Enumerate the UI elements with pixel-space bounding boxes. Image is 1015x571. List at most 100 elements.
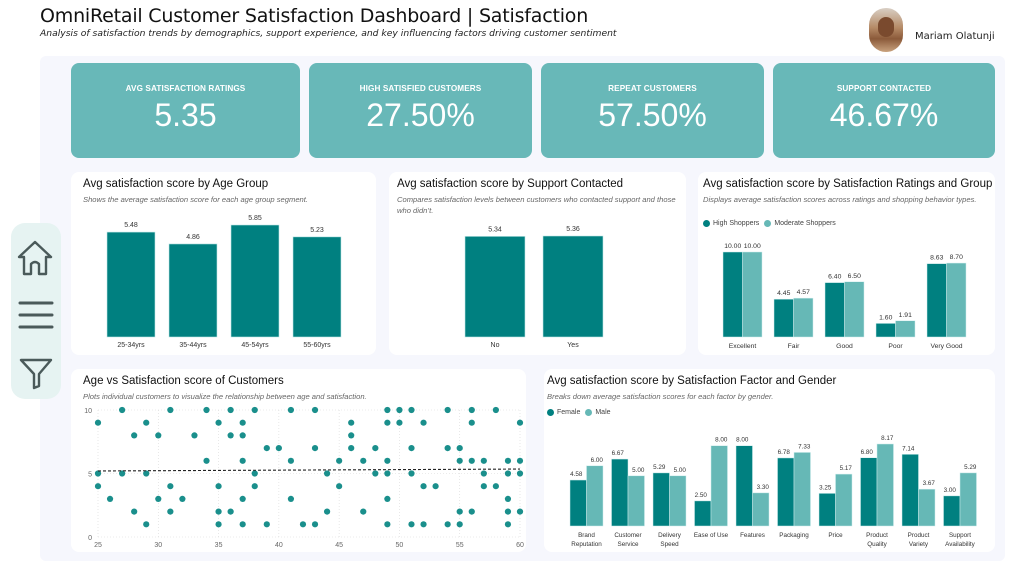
scatter-point [191,432,198,439]
ratings-group-bar-chart: 10.00 10.00 Excellent 4.45 4.57 Fair 6.40 6.50 G… [722,243,967,350]
scatter-point [215,521,222,528]
y-tick-label: 5 [88,472,92,479]
bar-series-1 [611,458,629,527]
scatter-point [239,521,246,528]
scatter-point [131,432,138,439]
data-label: 6.50 [848,273,861,280]
scatter-point [299,521,307,528]
chart-legend: Female Male [547,409,611,416]
scatter-point [348,432,355,439]
data-label: 1.60 [879,314,892,321]
bar-series-2 [586,465,604,527]
scatter-point [468,406,475,414]
scatter-point [504,457,512,464]
bar-series-2 [752,492,770,527]
support-bar-chart: 5.34 No 5.36 Yes [464,226,604,349]
kpi-card-repeat-customers: REPEAT CUSTOMERS 57.50% [541,63,764,158]
x-tick-label: Packaging [779,532,809,539]
scatter-point [468,508,475,515]
legend-label-moderate[interactable]: Moderate Shoppers [774,220,836,227]
data-label: 4.86 [186,234,200,241]
scatter-point [119,470,126,477]
data-label: 10.00 [724,243,741,250]
data-label: 5.36 [566,226,580,233]
scatter-point [456,445,463,452]
bar-series-2 [710,445,728,527]
avatar[interactable] [869,8,903,52]
legend-label-high[interactable]: High Shoppers [713,220,760,227]
scatter-point [239,419,246,426]
legend-label-female[interactable]: Female [557,409,581,416]
scatter-point [131,508,138,515]
legend-marker-high [703,220,710,227]
scatter-point [516,457,524,464]
chart-card-factor-gender: Avg satisfaction score by Satisfaction F… [544,369,995,552]
legend-marker-female [547,409,554,416]
data-label: 6.40 [828,274,841,281]
scatter-point [408,521,415,528]
x-tick-label: 55-60yrs [303,342,331,349]
x-tick-label: 40 [275,542,283,549]
kpi-label: SUPPORT CONTACTED [836,84,932,93]
scatter-point [155,432,162,439]
legend-label-male[interactable]: Male [595,409,611,416]
bar [292,236,342,338]
bar-series-2 [876,443,894,527]
x-tick-label: Good [836,343,853,350]
menu-icon[interactable] [18,299,54,331]
scatter-point [492,406,499,414]
kpi-value: 46.67% [829,97,939,133]
scatter-point [360,508,367,515]
data-label: 4.58 [570,471,583,478]
scatter-point [251,470,258,477]
scatter-point [384,521,391,528]
data-label: 8.00 [715,437,728,444]
bar-series-2 [742,251,763,338]
chart-card-ratings-group: Avg satisfaction score by Satisfaction R… [698,172,995,355]
x-tick-label: Product [866,532,888,539]
scatter-point [444,406,451,414]
scatter-point [504,508,512,515]
data-label: 5.00 [632,467,645,474]
x-tick-label: No [491,342,500,349]
scatter-point [215,508,222,515]
bar-series-1 [943,495,961,527]
scatter-point [408,445,415,452]
data-label: 6.67 [612,450,625,457]
chart-title: Avg satisfaction score by Satisfaction R… [703,178,993,190]
scatter-point [287,406,295,414]
header: OmniRetail Customer Satisfaction Dashboa… [0,0,1015,56]
bar-series-1 [722,251,743,338]
data-label: 3.00 [944,487,957,494]
scatter-point [504,521,512,528]
scatter-point [287,495,295,502]
x-tick-label: Fair [788,343,800,350]
bar [230,224,280,338]
kpi-value: 57.50% [598,97,707,133]
scatter-point [516,508,524,515]
scatter-point [251,483,258,490]
scatter-point [215,483,222,490]
data-label: 5.23 [310,227,324,234]
scatter-point [456,521,463,528]
scatter-point [155,495,162,502]
scatter-point [167,406,174,414]
bar-series-2 [895,320,916,338]
data-label: 6.78 [778,449,791,456]
chart-title: Avg satisfaction score by Age Group [83,178,269,190]
x-tick-label: 35 [215,542,223,549]
bar-series-1 [569,479,587,527]
home-icon[interactable] [15,237,55,279]
data-label: 8.17 [881,435,894,442]
data-label: 8.70 [950,254,963,261]
x-tick-label: 50 [396,542,404,549]
scatter-point [468,457,475,464]
kpi-value: 27.50% [366,97,475,133]
x-tick-label: 60 [516,542,524,549]
scatter-point [408,470,415,477]
scatter-point [480,483,487,490]
filter-icon[interactable] [18,356,54,390]
scatter-point [215,419,222,426]
x-tick-label: Support [949,532,971,539]
bar-series-1 [773,298,794,338]
